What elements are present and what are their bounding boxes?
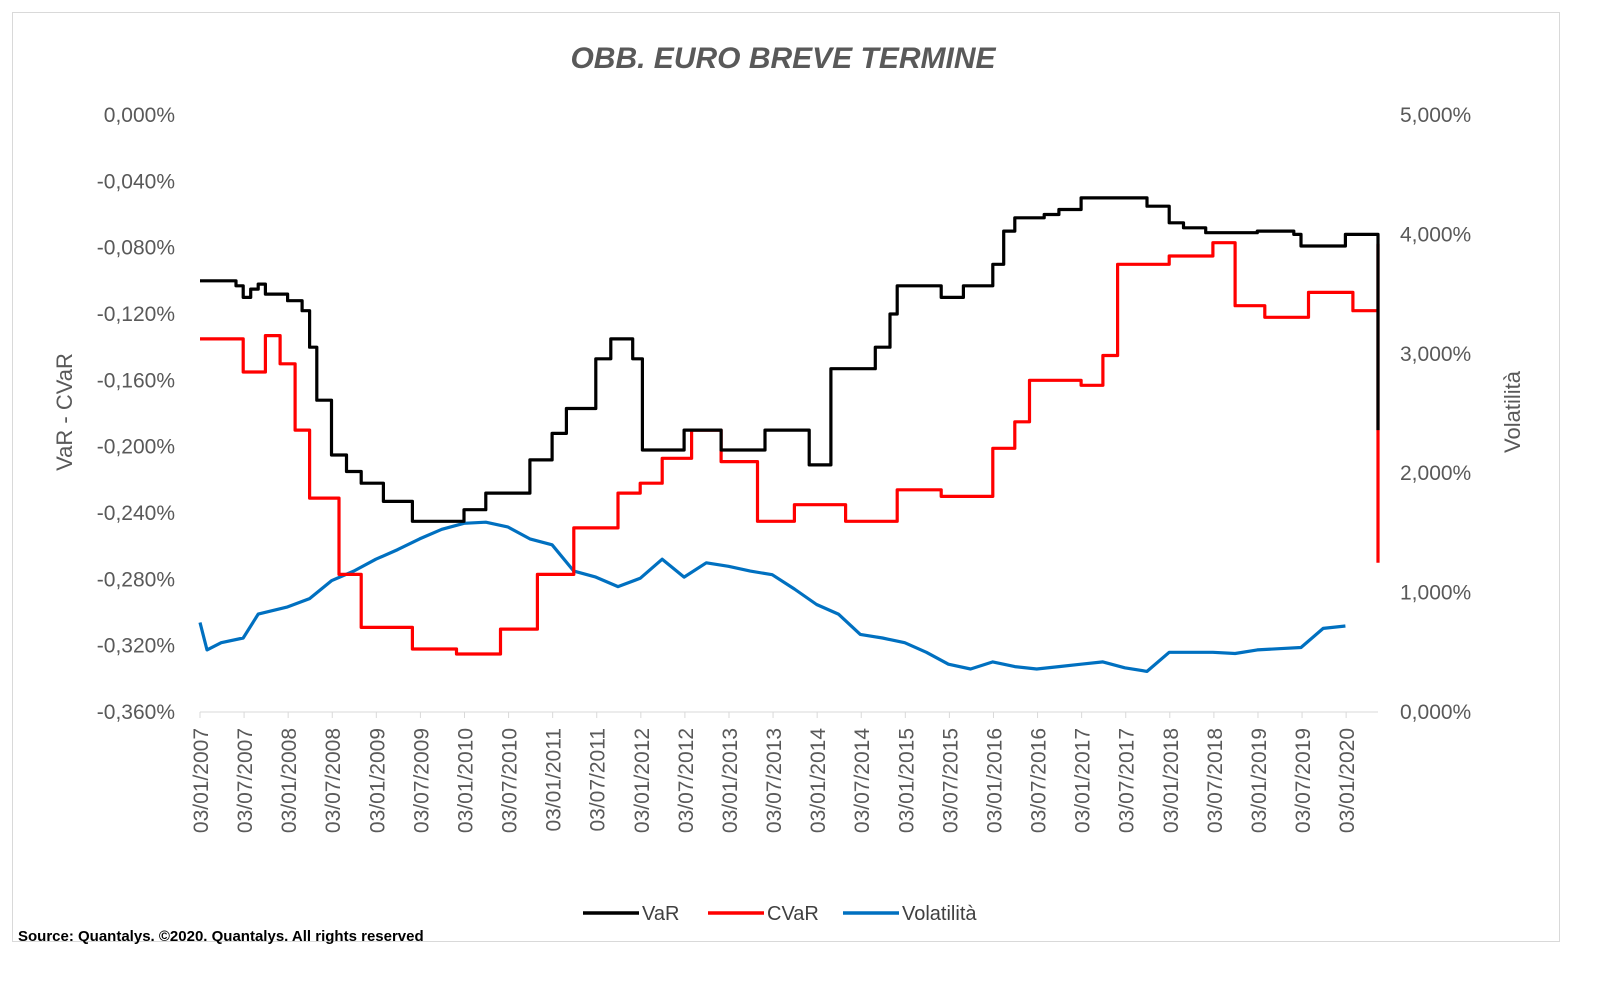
x-tick-label: 03/07/2019 bbox=[1292, 728, 1315, 833]
series-line-volatilit bbox=[198, 520, 1346, 673]
x-tick-label: 03/01/2017 bbox=[1072, 728, 1095, 833]
x-tick-label: 03/01/2015 bbox=[895, 728, 918, 833]
y-left-tick-label: -0,240% bbox=[97, 502, 175, 525]
legend-label-var: VaR bbox=[642, 903, 679, 925]
y-right-tick-label: 2,000% bbox=[1400, 462, 1471, 485]
y-left-tick-label: -0,040% bbox=[97, 170, 175, 193]
x-tick-label: 03/01/2018 bbox=[1160, 728, 1183, 833]
x-tick-label: 03/07/2016 bbox=[1028, 728, 1051, 833]
x-axis bbox=[199, 711, 1378, 718]
source-note: Source: Quantalys. ©2020. Quantalys. All… bbox=[18, 928, 424, 945]
x-tick-label: 03/07/2018 bbox=[1204, 728, 1227, 833]
series-line-cvar bbox=[200, 241, 1380, 656]
y-left-tick-label: -0,200% bbox=[97, 436, 175, 459]
y-right-axis-title: Volatilità bbox=[1500, 370, 1525, 453]
y-right-tick-labels: 5,000% 4,000% 3,000% 2,000% 1,000% 0,000% bbox=[1400, 104, 1471, 724]
y-left-tick-label: -0,280% bbox=[97, 568, 175, 591]
x-tick-labels: 03/01/2007 03/07/2007 03/01/2008 03/07/2008… bbox=[190, 728, 1359, 833]
x-tick-label: 03/07/2008 bbox=[322, 728, 345, 833]
x-tick-label: 03/01/2007 bbox=[190, 728, 213, 833]
y-left-tick-label: -0,080% bbox=[97, 237, 175, 260]
y-right-tick-label: 4,000% bbox=[1400, 223, 1471, 246]
x-tick-label: 03/07/2010 bbox=[499, 728, 522, 833]
legend-label-cvar: CVaR bbox=[767, 903, 819, 925]
chart-frame bbox=[12, 12, 1560, 942]
x-tick-label: 03/01/2020 bbox=[1336, 728, 1359, 833]
y-left-tick-labels: 0,000% -0,040% -0,080% -0,120% -0,160% -0,200… bbox=[97, 104, 175, 724]
x-tick-label: 03/07/2011 bbox=[587, 728, 610, 832]
x-tick-label: 03/07/2017 bbox=[1116, 728, 1139, 833]
y-left-tick-label: -0,320% bbox=[97, 635, 175, 658]
x-tick-label: 03/07/2007 bbox=[234, 728, 257, 833]
x-tick-label: 03/07/2009 bbox=[410, 728, 433, 833]
series-layer bbox=[198, 196, 1380, 673]
x-tick-label: 03/01/2009 bbox=[366, 728, 389, 833]
x-tick-label: 03/07/2015 bbox=[939, 728, 962, 833]
legend: VaR CVaR Volatilità bbox=[583, 903, 977, 925]
y-right-tick-label: 5,000% bbox=[1400, 104, 1471, 127]
series-line-var bbox=[200, 196, 1380, 523]
y-right-tick-label: 0,000% bbox=[1400, 701, 1471, 724]
x-tick-label: 03/07/2013 bbox=[763, 728, 786, 833]
x-tick-label: 03/01/2016 bbox=[983, 728, 1006, 833]
y-left-tick-label: -0,120% bbox=[97, 303, 175, 326]
x-tick-label: 03/01/2014 bbox=[807, 728, 830, 833]
chart-title: OBB. EURO BREVE TERMINE bbox=[570, 42, 996, 75]
x-tick-label: 03/01/2010 bbox=[454, 728, 477, 833]
x-tick-label: 03/01/2013 bbox=[719, 728, 742, 833]
legend-label-volatilit: Volatilità bbox=[902, 903, 977, 925]
x-tick-label: 03/01/2019 bbox=[1248, 728, 1271, 833]
y-right-tick-label: 3,000% bbox=[1400, 343, 1471, 366]
y-left-tick-label: -0,360% bbox=[97, 701, 175, 724]
x-tick-label: 03/07/2012 bbox=[675, 728, 698, 833]
y-right-tick-label: 1,000% bbox=[1400, 582, 1471, 605]
x-tick-label: 03/01/2011 bbox=[543, 728, 566, 832]
x-tick-label: 03/01/2012 bbox=[631, 728, 654, 833]
y-left-tick-label: 0,000% bbox=[104, 104, 175, 127]
y-left-tick-label: -0,160% bbox=[97, 369, 175, 392]
x-tick-label: 03/07/2014 bbox=[851, 728, 874, 833]
x-tick-label: 03/01/2008 bbox=[278, 728, 301, 833]
y-left-axis-title: VaR - CVaR bbox=[52, 353, 77, 471]
